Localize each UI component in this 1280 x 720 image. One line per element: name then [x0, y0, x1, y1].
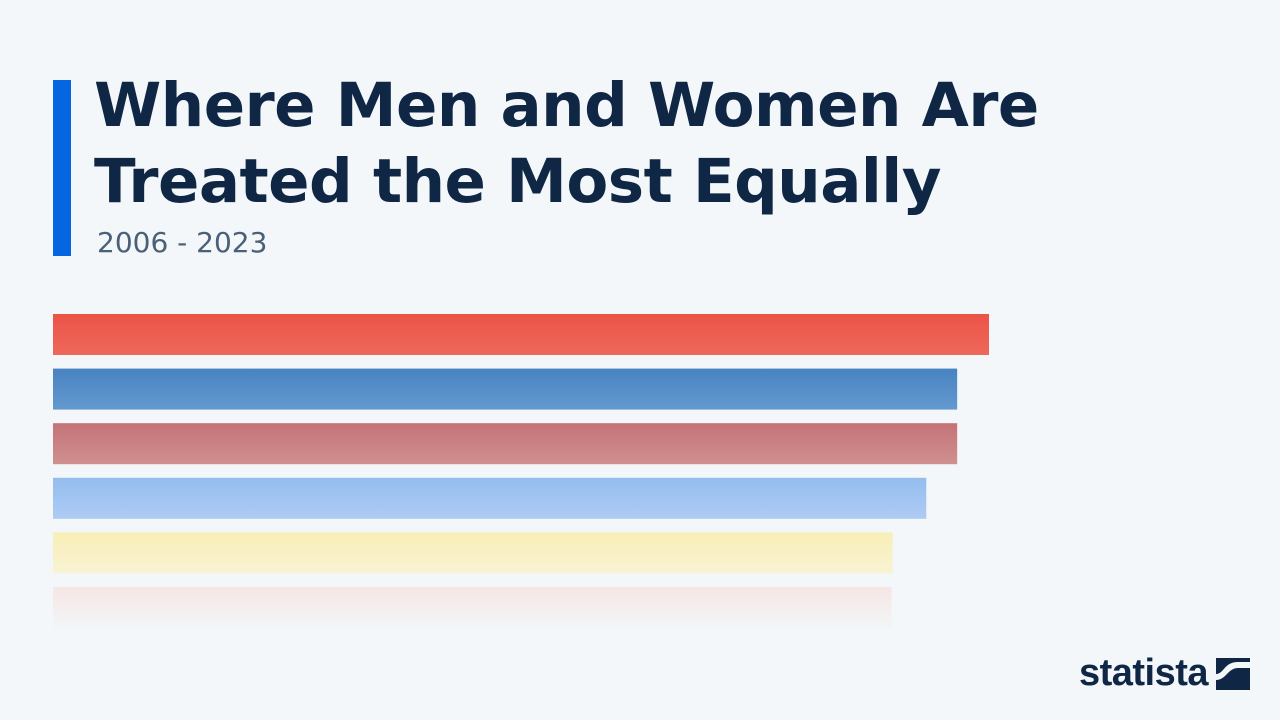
bar-1 [53, 314, 989, 355]
subtitle: 2006 - 2023 [97, 226, 268, 259]
statista-logo: statista [1079, 652, 1250, 695]
bar-3 [53, 423, 958, 465]
bar-6 [53, 587, 892, 628]
bar-4 [53, 477, 927, 519]
title-line-2: Treated the Most Equally [94, 146, 941, 217]
page-title: Where Men and Women Are Treated the Most… [94, 68, 1039, 220]
title-accent-bar [53, 80, 71, 256]
bar-2 [53, 368, 958, 410]
statista-logo-icon [1216, 657, 1250, 690]
logo-text: statista [1078, 652, 1209, 694]
bar-5 [53, 532, 893, 574]
title-line-1: Where Men and Women Are [94, 70, 1039, 141]
